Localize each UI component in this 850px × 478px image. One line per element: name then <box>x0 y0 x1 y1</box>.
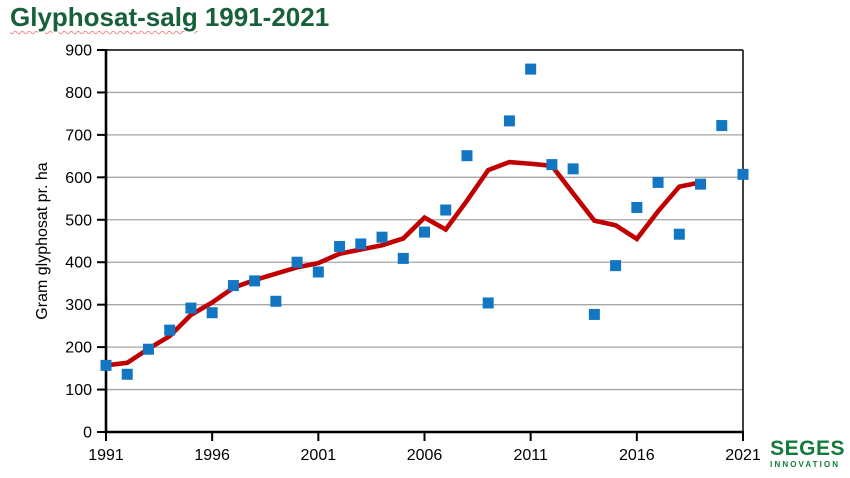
y-tick-label: 200 <box>65 340 92 357</box>
seges-logo-subtitle: INNOVATION <box>770 460 841 469</box>
data-point-2020 <box>716 120 728 132</box>
data-point-2006 <box>419 226 430 238</box>
data-point-2019 <box>695 178 707 190</box>
data-point-2005 <box>397 252 409 264</box>
x-tick-label: 1996 <box>194 447 230 464</box>
data-point-2003 <box>355 238 367 250</box>
data-point-1993 <box>142 343 154 355</box>
data-point-2013 <box>567 163 579 175</box>
data-point-1992 <box>121 368 133 380</box>
data-point-2009 <box>482 297 494 309</box>
data-point-2021 <box>737 168 749 180</box>
y-tick-label: 0 <box>83 425 92 442</box>
chart-title: Glyphosat-salg 1991-2021 <box>10 2 329 33</box>
trend-line <box>103 159 703 368</box>
data-point-2012 <box>546 159 558 171</box>
y-tick-label: 600 <box>65 170 92 187</box>
data-point-2001 <box>312 266 324 278</box>
data-point-2004 <box>376 231 388 243</box>
y-tick-label: 700 <box>65 127 92 144</box>
y-tick-label: 300 <box>65 297 92 314</box>
data-point-1995 <box>185 302 197 314</box>
x-tick-label: 1991 <box>88 447 124 464</box>
chart-title-main: Glyphosat-salg <box>10 2 198 32</box>
data-point-2002 <box>334 241 346 253</box>
x-tick-label: 2016 <box>619 447 655 464</box>
seges-logo: SEGES INNOVATION <box>770 438 845 469</box>
x-tick-label: 2011 <box>513 447 548 464</box>
seges-logo-name: SEGES <box>770 437 845 460</box>
data-point-2008 <box>461 150 473 162</box>
data-point-2007 <box>440 204 452 216</box>
y-tick-label: 100 <box>65 382 92 399</box>
y-tick-label: 800 <box>65 85 92 102</box>
data-point-2011 <box>525 63 537 75</box>
data-point-1999 <box>270 295 282 307</box>
data-point-2015 <box>610 260 622 272</box>
data-point-2014 <box>588 308 600 320</box>
data-point-2018 <box>673 228 685 240</box>
data-point-1991 <box>100 359 112 371</box>
y-tick-label: 500 <box>65 212 92 229</box>
data-point-2017 <box>652 176 664 188</box>
x-tick-label: 2021 <box>725 447 761 464</box>
data-point-1997 <box>227 280 239 292</box>
chart-title-range: 1991-2021 <box>204 2 330 32</box>
data-point-2010 <box>503 115 515 127</box>
data-point-1994 <box>164 324 176 336</box>
data-point-2000 <box>291 256 303 268</box>
data-point-1998 <box>249 275 261 287</box>
x-tick-label: 2006 <box>407 447 443 464</box>
y-tick-label: 400 <box>65 255 92 272</box>
data-point-2016 <box>631 201 643 213</box>
y-axis-title: Gram glyphosat pr. ha <box>34 162 51 320</box>
y-tick-label: 900 <box>65 43 92 60</box>
data-point-1996 <box>206 307 218 319</box>
x-tick-label: 2001 <box>301 447 337 464</box>
